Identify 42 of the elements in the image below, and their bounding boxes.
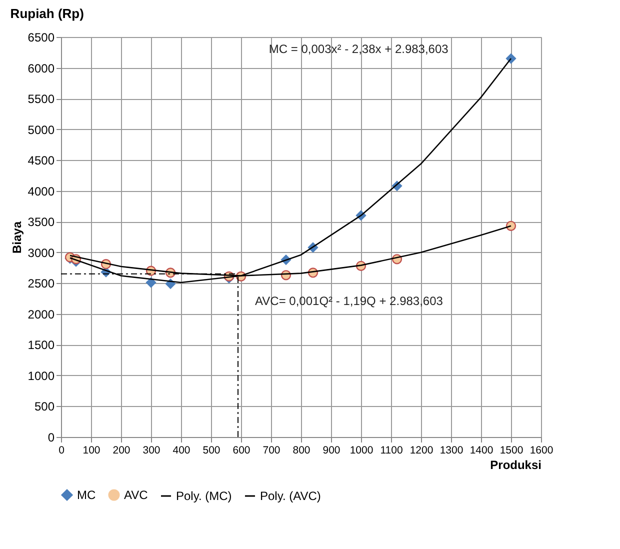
annotation: AVC= 0,001Q² - 1,19Q + 2.983,603	[255, 294, 444, 308]
y-tick-label: 1500	[28, 338, 55, 352]
point	[146, 277, 156, 288]
legend-label: MC	[77, 488, 96, 502]
x-tick-label: 300	[142, 444, 160, 456]
x-tick-label: 400	[172, 444, 190, 456]
point	[506, 220, 516, 231]
y-tick-label: 500	[34, 400, 55, 414]
x-tick-label: 1300	[440, 444, 464, 456]
x-tick-label: 1400	[470, 444, 494, 456]
x-tick-label: 100	[82, 444, 100, 456]
x-tick-label: 1200	[410, 444, 434, 456]
y-axis-title: Biaya	[10, 221, 24, 254]
x-tick-label: 200	[112, 444, 130, 456]
x-axis-title: Produksi	[490, 458, 542, 472]
y-tick-label: 6500	[28, 30, 55, 44]
y-tick-label: 0	[48, 430, 55, 444]
legend-label: AVC	[124, 488, 148, 502]
y-tick-label: 4500	[28, 154, 55, 168]
y-tick-label: 5500	[28, 92, 55, 106]
x-tick-label: 600	[232, 444, 250, 456]
y-tick-label: 5000	[28, 122, 55, 137]
annotation: MC = 0,003x² - 2,38x + 2.983,603	[268, 42, 449, 56]
x-tick-label: 800	[292, 444, 310, 456]
x-tick-label: 500	[202, 444, 220, 456]
x-tick-label: 700	[262, 444, 280, 456]
x-tick-label: 1100	[380, 444, 403, 456]
y-tick-label: 2000	[28, 307, 55, 322]
x-tick-label: 900	[322, 444, 340, 456]
x-tick-label: 1500	[500, 444, 524, 456]
chart-title: Rupiah (Rp)	[10, 6, 84, 21]
x-tick-label: 1600	[530, 444, 554, 456]
y-tick-label: 3500	[28, 215, 55, 230]
y-tick-label: 3000	[28, 246, 55, 260]
y-tick-label: 2500	[28, 276, 55, 291]
y-tick-label: 1000	[28, 368, 55, 383]
x-tick-label: 1000	[350, 444, 374, 456]
y-tick-label: 4000	[28, 184, 55, 198]
y-tick-label: 6000	[28, 61, 55, 76]
legend-label: Poly. (AVC)	[260, 489, 321, 503]
x-tick-label: 0	[58, 444, 65, 456]
legend-label: Poly. (MC)	[176, 489, 232, 503]
